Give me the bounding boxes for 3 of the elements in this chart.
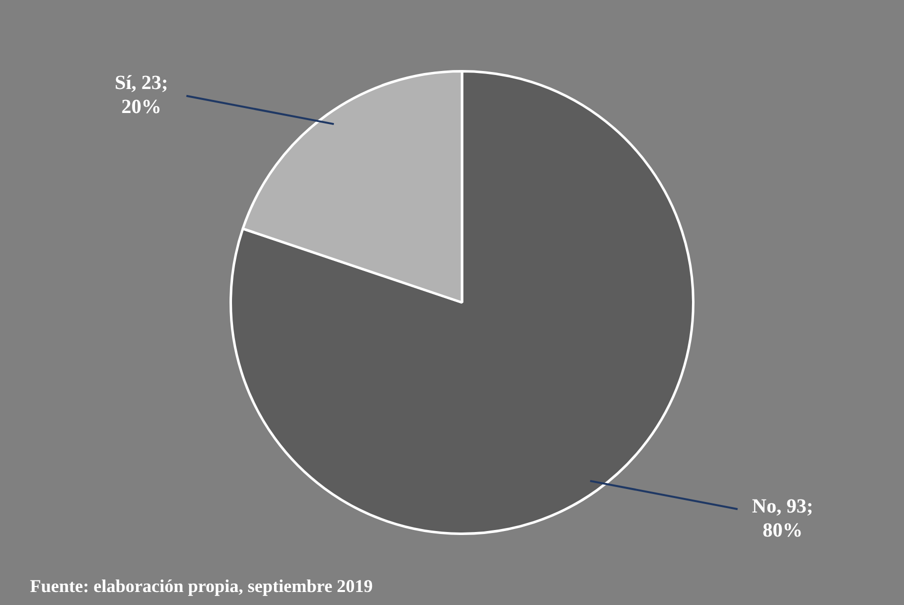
source-note: Fuente: elaboración propia, septiembre 2019 xyxy=(30,576,373,597)
slice-label: No, 93; 80% xyxy=(752,495,814,542)
slice-label: Sí, 23; 20% xyxy=(114,72,168,118)
